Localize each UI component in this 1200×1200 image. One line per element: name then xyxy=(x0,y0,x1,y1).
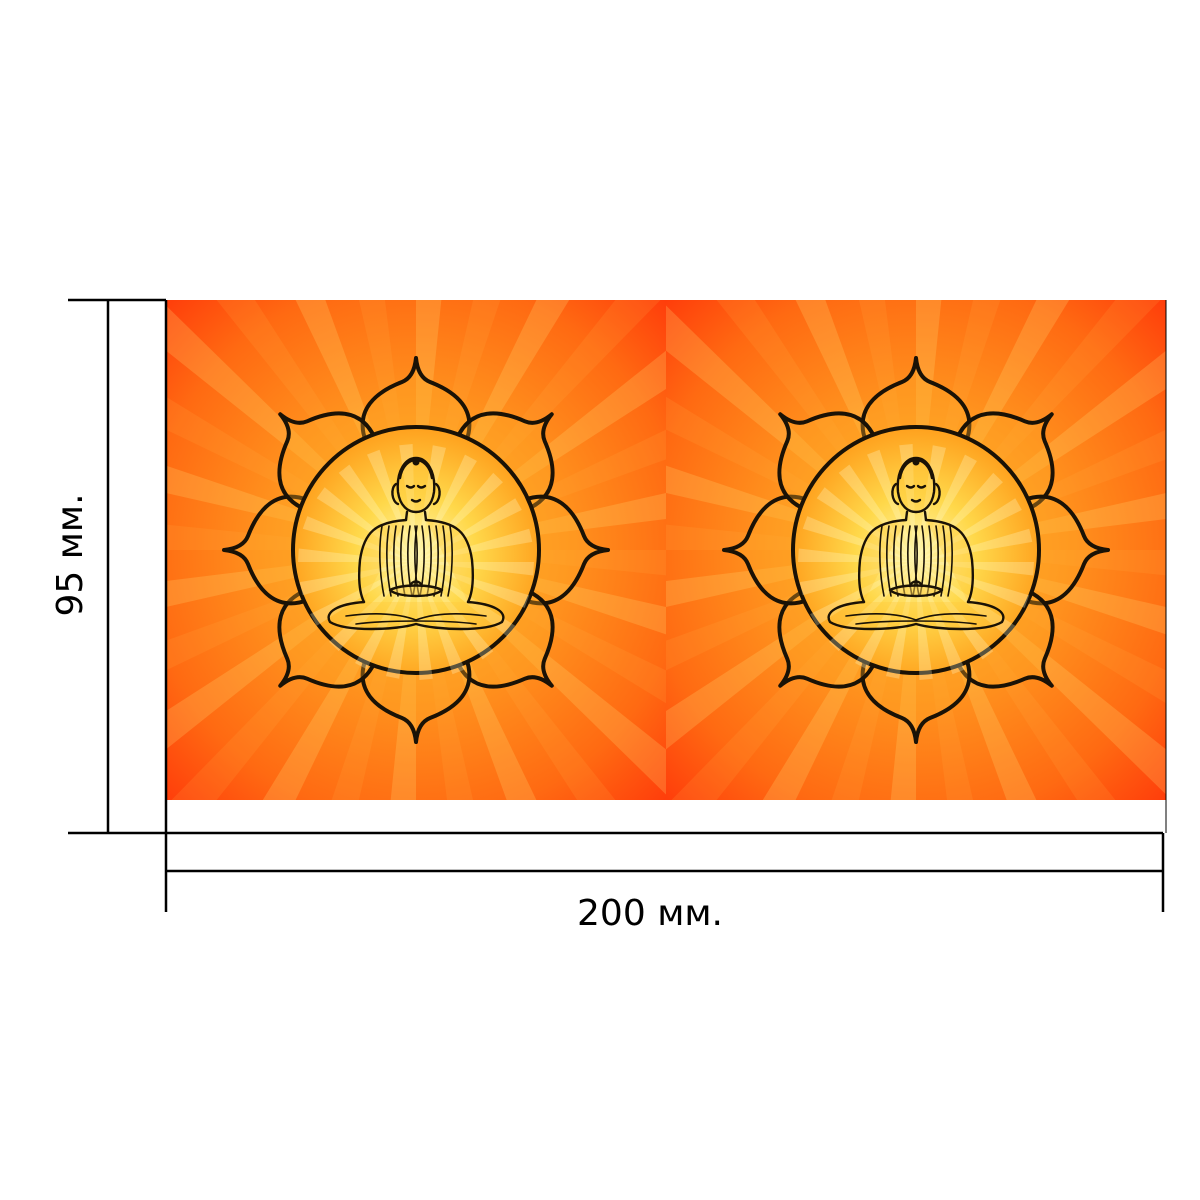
lotus-petal xyxy=(955,589,1055,689)
lotus-petal xyxy=(955,411,1055,511)
buddha-eyes xyxy=(905,484,927,489)
buddha-ears xyxy=(391,482,441,506)
medallion-ray xyxy=(310,562,416,626)
buddha-bindi xyxy=(412,458,420,466)
buddha-bindi xyxy=(912,458,920,466)
buddha-figure xyxy=(327,456,505,631)
lotus-petals xyxy=(722,356,1110,744)
buddha-leg-folds xyxy=(355,620,477,625)
buddha-leg-folds xyxy=(345,613,487,621)
medallion-ray xyxy=(916,498,1022,562)
medallion-ray xyxy=(916,454,977,562)
buddha-robe-fold xyxy=(947,525,953,597)
lotus-medallion xyxy=(722,356,1110,744)
lotus-petal xyxy=(722,494,809,606)
buddha-robe-fold xyxy=(447,525,453,597)
width-label: 200 мм. xyxy=(577,893,723,934)
sunburst-ray xyxy=(916,550,974,800)
medallion-ray xyxy=(899,444,916,562)
sunburst-ray xyxy=(166,550,416,608)
buddha-head xyxy=(896,456,936,514)
lotus-petal xyxy=(455,589,555,689)
buddha-robe-fold xyxy=(379,525,385,597)
buddha-figure xyxy=(827,456,1005,631)
medallion-ray xyxy=(816,487,916,562)
buddha-mouth xyxy=(910,498,922,503)
lotus-petal xyxy=(860,356,972,443)
medallion-ray xyxy=(866,449,916,562)
buddha-mouth xyxy=(410,498,422,503)
medallion-ray xyxy=(416,562,516,637)
medallion-circle xyxy=(291,425,541,675)
lotus-petal xyxy=(777,411,877,511)
medallion-ray xyxy=(302,516,416,562)
print-panel-right xyxy=(666,300,1166,800)
lotus-petal xyxy=(455,411,555,511)
buddha-hands xyxy=(388,584,444,598)
lotus-petal xyxy=(360,356,472,443)
buddha-robe-fold xyxy=(879,525,885,597)
lotus-medallion xyxy=(222,356,610,744)
medallion-ray xyxy=(366,449,416,562)
height-label: 95 мм. xyxy=(50,493,91,616)
medallion-ray xyxy=(338,464,416,562)
buddha-leg-folds xyxy=(845,613,987,621)
lotus-petal xyxy=(277,411,377,511)
buddha-neck xyxy=(404,510,428,522)
medallion-ray xyxy=(416,498,522,562)
width-dimension xyxy=(164,300,1167,912)
lotus-petal xyxy=(860,657,972,744)
lotus-petal xyxy=(360,657,472,744)
buddha-head xyxy=(396,456,436,514)
lotus-petal xyxy=(777,589,877,689)
buddha-eyes xyxy=(405,484,427,489)
buddha-leg-folds xyxy=(855,620,977,625)
lotus-petal xyxy=(222,494,309,606)
medallion-ray xyxy=(416,454,477,562)
lotus-petal xyxy=(523,494,610,606)
medallion-ray xyxy=(838,464,916,562)
buddha-neck xyxy=(904,510,928,522)
medallion-circle xyxy=(791,425,1041,675)
medallion-ray xyxy=(802,516,916,562)
medallion-ray xyxy=(810,562,916,626)
sunburst-ray xyxy=(416,492,666,550)
sunburst-ray xyxy=(858,300,916,550)
lotus-petal xyxy=(277,589,377,689)
buddha-hands xyxy=(888,584,944,598)
sunburst-ray xyxy=(916,492,1166,550)
print-panel-left xyxy=(166,300,666,800)
sunburst-ray xyxy=(666,550,916,608)
medallion-ray xyxy=(916,562,1016,637)
lotus-petal xyxy=(1023,494,1110,606)
buddha-thumbs xyxy=(908,580,924,588)
lotus-petals xyxy=(222,356,610,744)
buddha-thumbs xyxy=(408,580,424,588)
buddha-ears xyxy=(891,482,941,506)
medallion-ray xyxy=(399,444,416,562)
medallion-ray xyxy=(316,487,416,562)
height-dimension xyxy=(68,298,168,835)
